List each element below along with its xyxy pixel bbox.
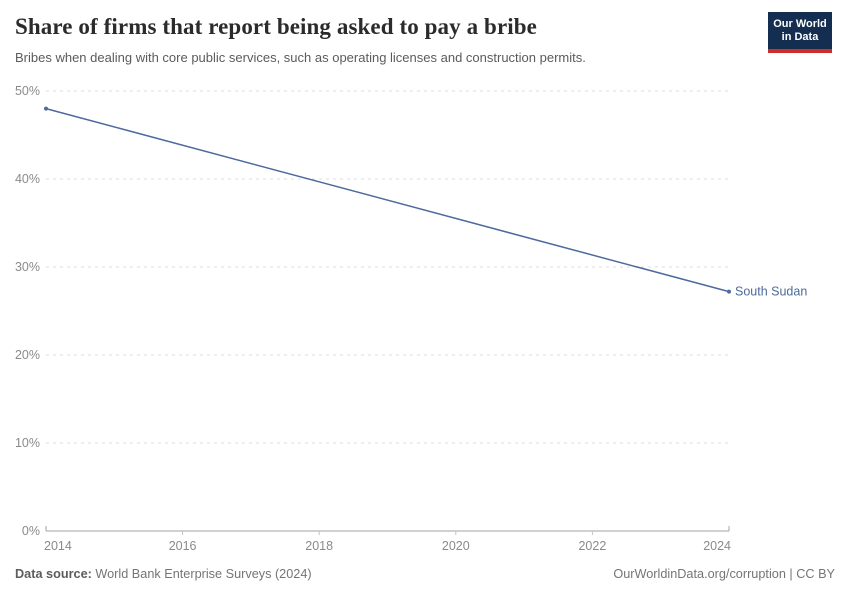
chart-subtitle: Bribes when dealing with core public ser… [15, 50, 586, 65]
x-tick-label: 2014 [44, 539, 72, 553]
owid-logo[interactable]: Our World in Data [768, 12, 832, 53]
data-source-label: Data source: [15, 567, 92, 581]
x-tick-label: 2018 [305, 539, 333, 553]
chart-footer: Data source: World Bank Enterprise Surve… [15, 567, 835, 581]
series-line[interactable] [45, 107, 730, 293]
data-point[interactable] [44, 106, 48, 111]
owid-logo-line2: in Data [781, 31, 819, 43]
chart-title: Share of firms that report being asked t… [15, 14, 537, 39]
y-tick-label: 0% [22, 524, 40, 538]
owid-logo-line1: Our World [773, 18, 827, 30]
chart-header: Share of firms that report being asked t… [15, 12, 755, 66]
x-tick-label: 2016 [169, 539, 197, 553]
y-tick-label: 30% [15, 260, 40, 274]
y-tick-label: 50% [15, 84, 40, 98]
x-tick-label: 2024 [703, 539, 731, 553]
credit-link[interactable]: OurWorldinData.org/corruption | CC BY [613, 567, 835, 581]
y-tick-label: 10% [15, 436, 40, 450]
entity-label[interactable]: South Sudan [735, 285, 807, 299]
y-tick-label: 20% [15, 348, 40, 362]
y-tick-label: 40% [15, 172, 40, 186]
data-point[interactable] [727, 289, 731, 294]
x-tick-label: 2022 [578, 539, 606, 553]
data-source-text: World Bank Enterprise Surveys (2024) [91, 567, 312, 581]
x-tick-label: 2020 [442, 539, 470, 553]
data-source: Data source: World Bank Enterprise Surve… [15, 567, 312, 581]
